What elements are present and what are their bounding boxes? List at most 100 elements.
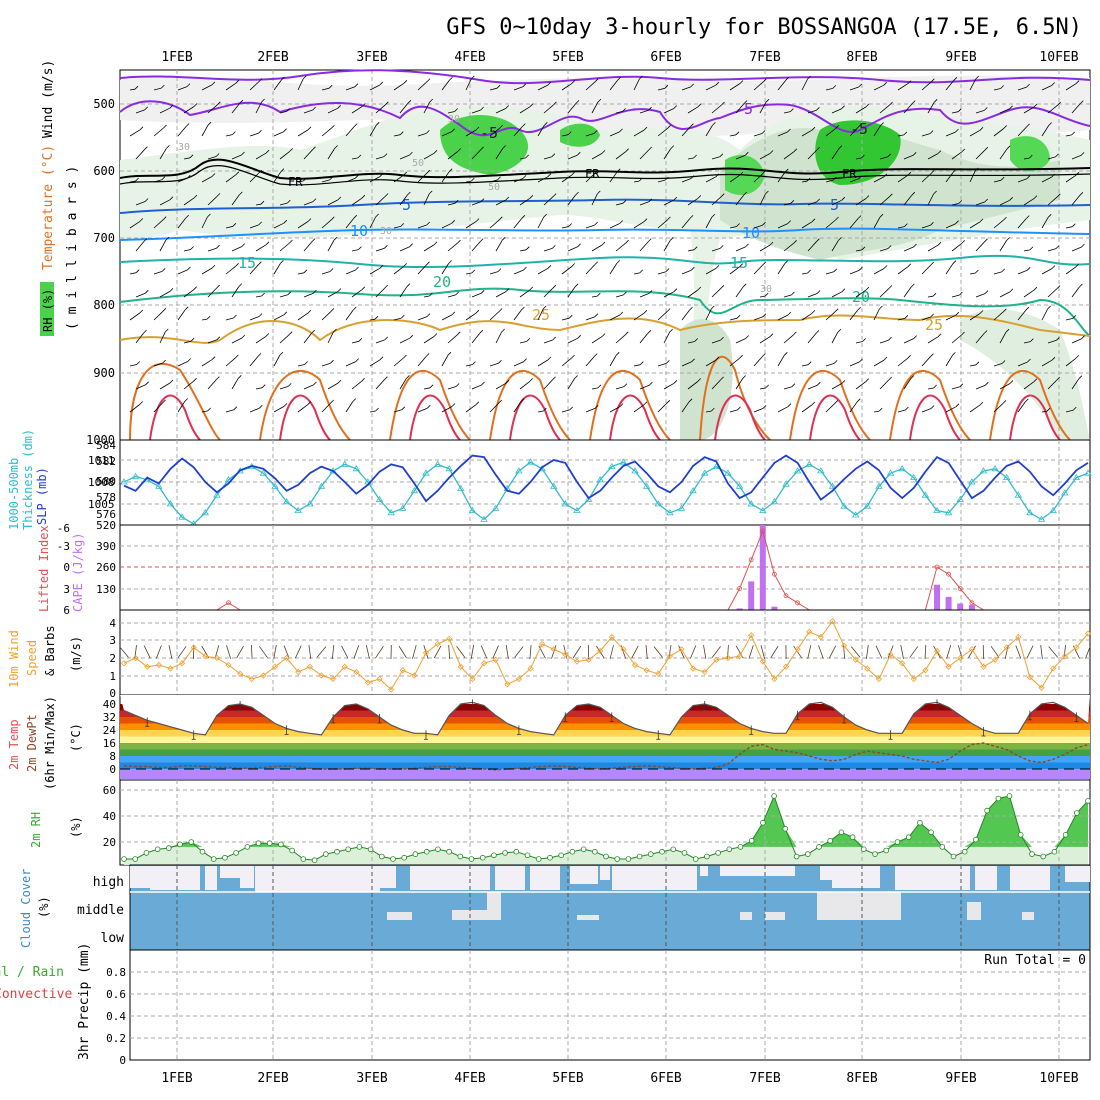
ylabel-rh: RH (%) (41, 289, 55, 332)
wind-barb-flag (379, 264, 384, 269)
wind-barb (303, 384, 314, 390)
wind-barb (849, 86, 859, 91)
wind-point (1061, 653, 1068, 660)
wind-barb-flag (669, 328, 673, 333)
wind-barb (537, 359, 549, 367)
wind-barb (1023, 381, 1035, 390)
wind-barb (729, 317, 738, 321)
wind-barb-flag (144, 106, 148, 111)
wind-barb-flag (334, 145, 338, 149)
rh-area (960, 309, 1090, 440)
wind-barb-flag (374, 315, 379, 320)
rh-area (560, 123, 600, 147)
wind-barb (207, 196, 218, 206)
wind-barb-flag (666, 360, 670, 364)
date-label: 3FEB (356, 50, 387, 65)
wind-barb-flag (952, 260, 957, 264)
contour-label: 5 (402, 196, 411, 214)
wind-barb-flag (216, 284, 220, 289)
wind-barb (993, 88, 1001, 91)
wind-barb (273, 354, 281, 367)
wind-barb (748, 645, 754, 659)
wind-barb (729, 226, 737, 229)
wind-barb (1065, 226, 1073, 229)
rh-point (771, 793, 777, 799)
wind-barb-flag (207, 407, 211, 412)
wind-barb-flag (330, 308, 335, 312)
thickness-point (886, 469, 895, 476)
thickness-point (898, 465, 906, 472)
wind-barb (351, 249, 359, 252)
left-axis: -6 -3 0 3 6 (57, 522, 70, 617)
wind-barb (873, 359, 885, 367)
wind-barb (615, 202, 624, 206)
wind-barb-flag (331, 216, 335, 221)
wind-barb-flag (311, 329, 315, 334)
wind-barb-flag (475, 309, 480, 314)
thickness-point (573, 506, 581, 513)
wind-barb-flag (505, 105, 509, 109)
rh-point (210, 856, 217, 862)
wind-barb-flag (481, 381, 485, 386)
wind-barb-flag (791, 291, 795, 296)
rh-point (860, 846, 867, 853)
wind-barb (897, 266, 909, 275)
wind-barb (609, 263, 618, 275)
wind-point (724, 654, 732, 662)
wind-barb-flag (571, 171, 576, 176)
rh-point (760, 819, 766, 826)
date-label: 6FEB (650, 1071, 681, 1086)
wind-barb-flag (878, 407, 883, 412)
ylabel-lifted: Lifted Index (37, 525, 51, 612)
wind-barb (393, 82, 405, 91)
wind-barb-flag (690, 83, 694, 88)
wind-barb (999, 332, 1007, 344)
wind-barb-flag (601, 241, 606, 246)
thickness-point (457, 484, 465, 491)
wind-barb (375, 339, 385, 344)
wind-barb-flag (1057, 101, 1061, 106)
wind-barb (609, 79, 619, 91)
wind-barb (879, 156, 888, 160)
wind-barb (1023, 106, 1035, 114)
wind-barb-flag (952, 352, 956, 356)
wind-barb (567, 378, 575, 390)
ylabel-speed: Speed (25, 640, 39, 676)
wind-barb-flag (1033, 103, 1038, 108)
wind-barb (321, 179, 330, 183)
wind-point (480, 660, 488, 667)
temp-band (120, 736, 1090, 743)
rh-point (1074, 810, 1080, 816)
wind-barb-flag (283, 128, 287, 132)
wind-barb-flag (185, 214, 189, 219)
wind-barb (849, 309, 859, 321)
wind-barb-flag (887, 245, 892, 249)
wind-barb-flag (455, 383, 460, 387)
wind-barb-flag (865, 103, 870, 108)
wind-barb (201, 176, 213, 183)
temp-mask (120, 695, 1090, 735)
wind-barb-flag (261, 292, 265, 297)
wind-point (295, 668, 302, 676)
wind-barb (999, 199, 1010, 206)
wind-barb (345, 126, 355, 137)
wind-point (167, 665, 174, 672)
rh-point (580, 846, 587, 853)
thickness-point (631, 467, 639, 474)
wind-barb (945, 223, 956, 229)
wind-barb (663, 148, 672, 160)
thickness-point (387, 509, 395, 516)
wind-barb (495, 108, 506, 114)
wind-barb (183, 197, 195, 206)
wind-barb-flag (409, 334, 414, 339)
wind-point (120, 660, 128, 667)
wind-barb-flag (865, 378, 869, 382)
wind-barb (321, 127, 332, 137)
contour-label: -5 (480, 124, 498, 142)
rh-point (1017, 831, 1024, 838)
wind-barb-flag (451, 311, 456, 316)
wind-barb (465, 404, 477, 413)
wind-barb-flag (937, 241, 942, 246)
wind-barb-flag (622, 199, 627, 204)
wind-barb (201, 410, 208, 413)
